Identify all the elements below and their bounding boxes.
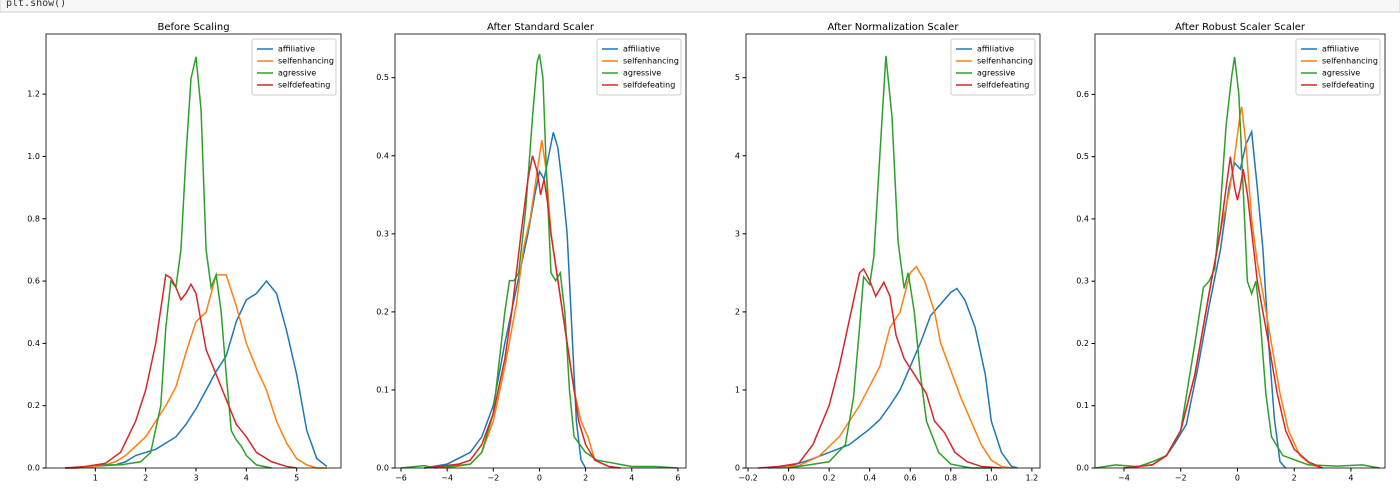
legend-label: selfdefeating [623, 81, 675, 90]
code-text: plt.show() [6, 0, 66, 9]
y-tick-label: 0.5 [376, 73, 389, 82]
x-tick-label: 1 [93, 474, 98, 483]
legend-label: agressive [278, 69, 316, 78]
y-tick-label: 0.2 [1076, 339, 1089, 348]
y-tick-label: 0.2 [376, 307, 389, 316]
x-tick-label: 2 [143, 474, 148, 483]
legend-label: selfenhancing [977, 57, 1033, 66]
x-tick-label: 2 [583, 474, 588, 483]
axes-frame [45, 33, 342, 469]
y-tick-label: 0.0 [27, 464, 40, 473]
y-tick-label: 4 [735, 151, 740, 160]
x-tick-label: −0.2 [738, 474, 757, 483]
legend-label: selfenhancing [278, 57, 334, 66]
axes-frame [394, 33, 687, 469]
x-tick-label: −2 [1175, 474, 1187, 483]
x-tick-label: 0.4 [863, 474, 876, 483]
x-tick-label: −2 [487, 474, 499, 483]
legend-label: affiliative [623, 45, 660, 54]
x-tick-label: 0.6 [904, 474, 917, 483]
legend-box [251, 38, 337, 96]
legend-label: selfdefeating [977, 81, 1029, 90]
legend-label: affiliative [977, 45, 1014, 54]
x-tick-label: 0.0 [782, 474, 795, 483]
x-tick-label: 4 [1348, 474, 1353, 483]
x-tick-label: 0 [537, 474, 542, 483]
y-tick-label: 0.4 [27, 339, 40, 348]
kde-line [423, 155, 621, 469]
x-tick-label: 1.2 [1026, 474, 1039, 483]
legend-box [596, 38, 682, 96]
y-tick-label: 0.4 [376, 151, 389, 160]
kde-line [778, 265, 1012, 469]
legend-box [950, 38, 1036, 96]
y-tick-label: 0.3 [376, 229, 389, 238]
legend-label: selfdefeating [1322, 81, 1374, 90]
chart-title: Before Scaling [157, 22, 229, 33]
x-tick-label: 2 [1292, 474, 1297, 483]
legend-label: affiliative [278, 45, 315, 54]
legend-label: selfenhancing [1322, 57, 1378, 66]
y-tick-label: 0.1 [376, 385, 389, 394]
y-tick-label: 1.0 [27, 152, 40, 161]
kde-line [768, 287, 1018, 469]
y-tick-label: 5 [735, 73, 740, 82]
kde-line [423, 132, 587, 469]
legend-label: selfdefeating [278, 81, 330, 90]
x-tick-label: −4 [441, 474, 453, 483]
y-tick-label: 0.6 [1076, 90, 1089, 99]
legend-box [1295, 38, 1381, 96]
kde-line [65, 274, 327, 469]
y-tick-label: 0.6 [27, 277, 40, 286]
x-tick-label: 4 [629, 474, 634, 483]
kde-line [400, 54, 678, 469]
legend-label: agressive [623, 69, 661, 78]
y-tick-label: 0.0 [1076, 464, 1089, 473]
y-tick-label: 0.0 [376, 464, 389, 473]
kde-line [65, 273, 297, 469]
x-tick-label: 0.2 [823, 474, 836, 483]
kde-line [1123, 156, 1323, 469]
axes-frame [1094, 33, 1386, 469]
legend-label: affiliative [1322, 45, 1359, 54]
y-tick-label: 0.1 [1076, 401, 1089, 410]
y-tick-label: 0.5 [1076, 152, 1089, 161]
legend-label: selfenhancing [623, 57, 679, 66]
y-tick-label: 0.3 [1076, 277, 1089, 286]
axes-frame [745, 33, 1041, 469]
legend-label: agressive [1322, 69, 1360, 78]
kde-line [447, 140, 621, 469]
code-cell [0, 0, 1400, 13]
y-tick-label: 0 [735, 464, 740, 473]
x-tick-label: 0 [1235, 474, 1240, 483]
y-tick-label: 0.4 [1076, 214, 1089, 223]
x-tick-label: 3 [193, 474, 198, 483]
chart-title: After Standard Scaler [487, 22, 595, 33]
x-tick-label: 5 [294, 474, 299, 483]
chart-title: After Normalization Scaler [828, 22, 960, 33]
y-tick-label: 1 [735, 385, 740, 394]
chart-title: After Robust Scaler Scaler [1175, 22, 1306, 33]
x-tick-label: 0.8 [944, 474, 957, 483]
kde-line [65, 279, 328, 469]
kde-line [758, 267, 1002, 469]
kde-line [95, 56, 272, 469]
x-tick-label: 1.0 [985, 474, 998, 483]
y-tick-label: 0.2 [27, 401, 40, 410]
legend-label: agressive [977, 69, 1015, 78]
y-tick-label: 1.2 [27, 90, 40, 99]
y-tick-label: 2 [735, 307, 740, 316]
x-tick-label: −6 [395, 474, 407, 483]
x-tick-label: 4 [244, 474, 249, 483]
x-tick-label: 6 [675, 474, 680, 483]
y-tick-label: 3 [735, 229, 740, 238]
x-tick-label: −4 [1118, 474, 1130, 483]
kde-line [1095, 56, 1380, 469]
y-tick-label: 0.8 [27, 214, 40, 223]
kde-line [788, 55, 992, 469]
